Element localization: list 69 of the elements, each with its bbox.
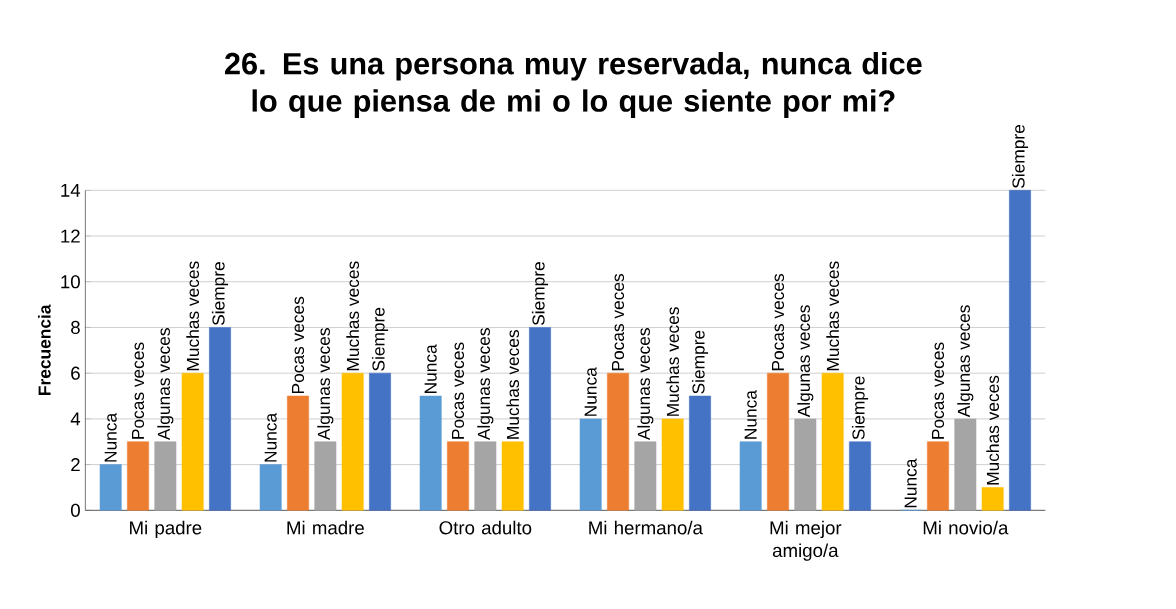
text: Nunca [104, 412, 117, 462]
text: Nunca [904, 458, 917, 508]
bar [927, 441, 949, 511]
y-tick-label: 2 [71, 458, 80, 472]
x-tick-label: Otro adulto [439, 520, 532, 535]
text: Siempre [531, 262, 549, 326]
bar [99, 464, 122, 511]
bar [739, 441, 762, 511]
text: Algunas veces [637, 328, 654, 441]
x-tick-label: Mi novio/a [923, 520, 1009, 535]
x-tick-label: Mi padre [130, 520, 202, 539]
bar [689, 395, 711, 511]
text: Siempre [851, 376, 869, 440]
text: Algunas veces [477, 328, 494, 441]
text: Algunas veces [797, 305, 814, 418]
text: Nunca [744, 390, 757, 439]
chart-title: 26. Es una persona muy reservada, nunca dice lo que piensa de mi o lo que siente por mi? [225, 52, 922, 118]
bar [501, 441, 524, 511]
y-tick-label: 4 [70, 412, 81, 426]
bar [341, 372, 364, 511]
bar [607, 372, 629, 511]
text: Muchas veces [506, 330, 520, 439]
bar [661, 418, 684, 511]
text: Pocas veces [451, 342, 465, 439]
bar [287, 395, 309, 511]
y-tick-label: 14 [61, 183, 81, 197]
text: Pocas veces [291, 296, 305, 394]
y-axis-title: Frecuencia [37, 304, 51, 395]
text: Muchas veces [346, 261, 360, 371]
bar [821, 372, 844, 511]
bar [529, 327, 551, 511]
text: Algunas veces [157, 328, 174, 441]
bar [767, 372, 789, 511]
bar [447, 441, 469, 511]
y-tick-label: 6 [71, 366, 80, 380]
y-tick-label: 0 [70, 503, 80, 517]
y-tick-label: 8 [71, 320, 80, 335]
x-tick-label: Mi hermano/a [589, 520, 703, 535]
bar [209, 327, 231, 511]
text: Algunas veces [957, 305, 974, 418]
x-tick-label: Mi mejor amigo/a [770, 520, 842, 561]
text: Pocas veces [131, 342, 145, 439]
bar [127, 441, 149, 511]
bar [419, 395, 442, 511]
bar [1009, 190, 1031, 511]
text: Siempre [1011, 124, 1029, 188]
text: Muchas veces [986, 375, 1000, 485]
text: Muchas veces [666, 307, 680, 416]
bar [579, 418, 602, 511]
text: Muchas veces [186, 261, 200, 371]
text: Algunas veces [317, 328, 334, 441]
y-tick-label: 12 [61, 229, 80, 243]
text: Pocas veces [611, 273, 625, 371]
text: Muchas veces [826, 261, 840, 371]
text: Siempre [211, 262, 229, 326]
x-tick-label: Mi madre [287, 520, 364, 535]
text: Nunca [424, 344, 437, 394]
text: Siempre [691, 330, 709, 394]
bar [181, 372, 204, 511]
text: Pocas veces [771, 273, 785, 371]
bar [369, 372, 391, 511]
bar [259, 464, 282, 511]
text: Nunca [264, 412, 277, 462]
text: Nunca [584, 367, 597, 416]
y-tick-label: 10 [61, 275, 80, 289]
bar [849, 441, 871, 511]
bar [981, 487, 1004, 511]
text: Pocas veces [931, 342, 945, 439]
text: Siempre [371, 307, 389, 371]
